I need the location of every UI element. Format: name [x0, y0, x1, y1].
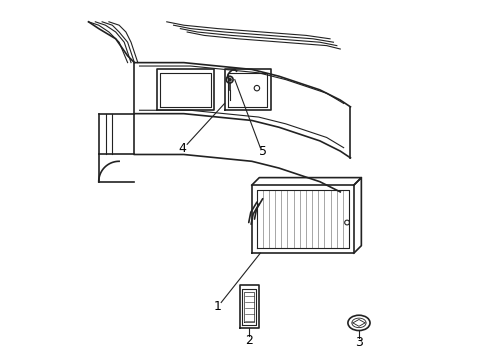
Text: 4: 4 — [178, 142, 186, 155]
Text: 3: 3 — [355, 336, 363, 349]
Circle shape — [228, 78, 231, 81]
Text: 1: 1 — [214, 300, 221, 314]
Text: 5: 5 — [259, 145, 267, 158]
Text: 2: 2 — [245, 334, 253, 347]
